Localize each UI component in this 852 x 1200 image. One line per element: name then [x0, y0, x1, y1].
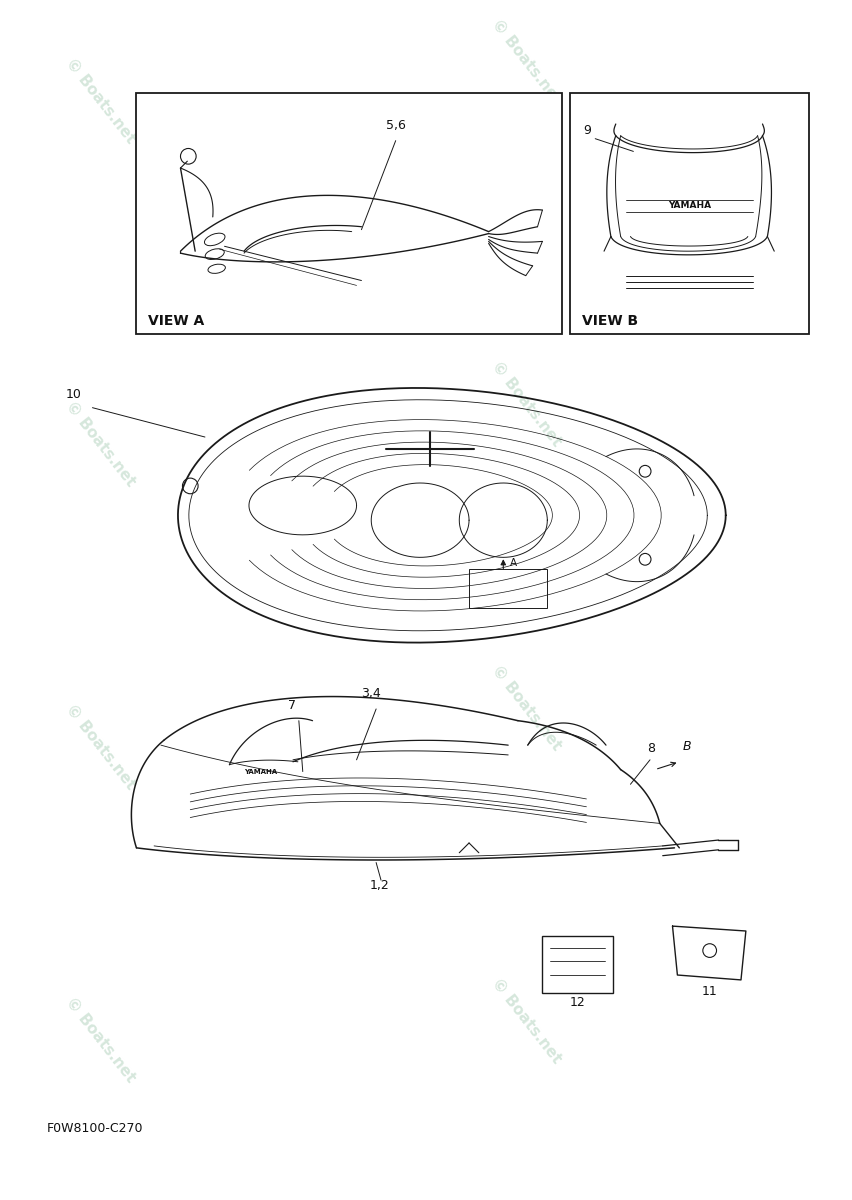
- Text: 11: 11: [701, 984, 717, 997]
- Text: © Boats.net: © Boats.net: [488, 976, 563, 1066]
- Text: 9: 9: [583, 124, 590, 137]
- Text: 7: 7: [288, 698, 296, 712]
- Text: 1,2: 1,2: [369, 878, 389, 892]
- Text: A: A: [509, 558, 516, 568]
- Text: © Boats.net: © Boats.net: [63, 55, 139, 146]
- Text: © Boats.net: © Boats.net: [63, 398, 139, 488]
- Text: VIEW A: VIEW A: [148, 313, 204, 328]
- Text: © Boats.net: © Boats.net: [488, 17, 563, 108]
- Text: 3,4: 3,4: [361, 688, 381, 701]
- Bar: [469, 569, 547, 608]
- Bar: [136, 92, 561, 335]
- Text: © Boats.net: © Boats.net: [488, 662, 563, 754]
- Text: B: B: [682, 740, 690, 754]
- Text: 10: 10: [66, 388, 82, 401]
- Text: © Boats.net: © Boats.net: [488, 359, 563, 450]
- Text: © Boats.net: © Boats.net: [63, 995, 139, 1086]
- Text: F0W8100-C270: F0W8100-C270: [46, 1122, 143, 1134]
- Bar: [542, 936, 612, 992]
- Text: © Boats.net: © Boats.net: [63, 701, 139, 792]
- Text: VIEW B: VIEW B: [581, 313, 637, 328]
- Text: 12: 12: [569, 996, 584, 1009]
- Text: 8: 8: [647, 742, 654, 755]
- Text: YAMAHA: YAMAHA: [667, 200, 711, 210]
- Bar: [569, 92, 809, 335]
- Text: 5,6: 5,6: [385, 119, 406, 132]
- Text: YAMAHA: YAMAHA: [244, 769, 277, 775]
